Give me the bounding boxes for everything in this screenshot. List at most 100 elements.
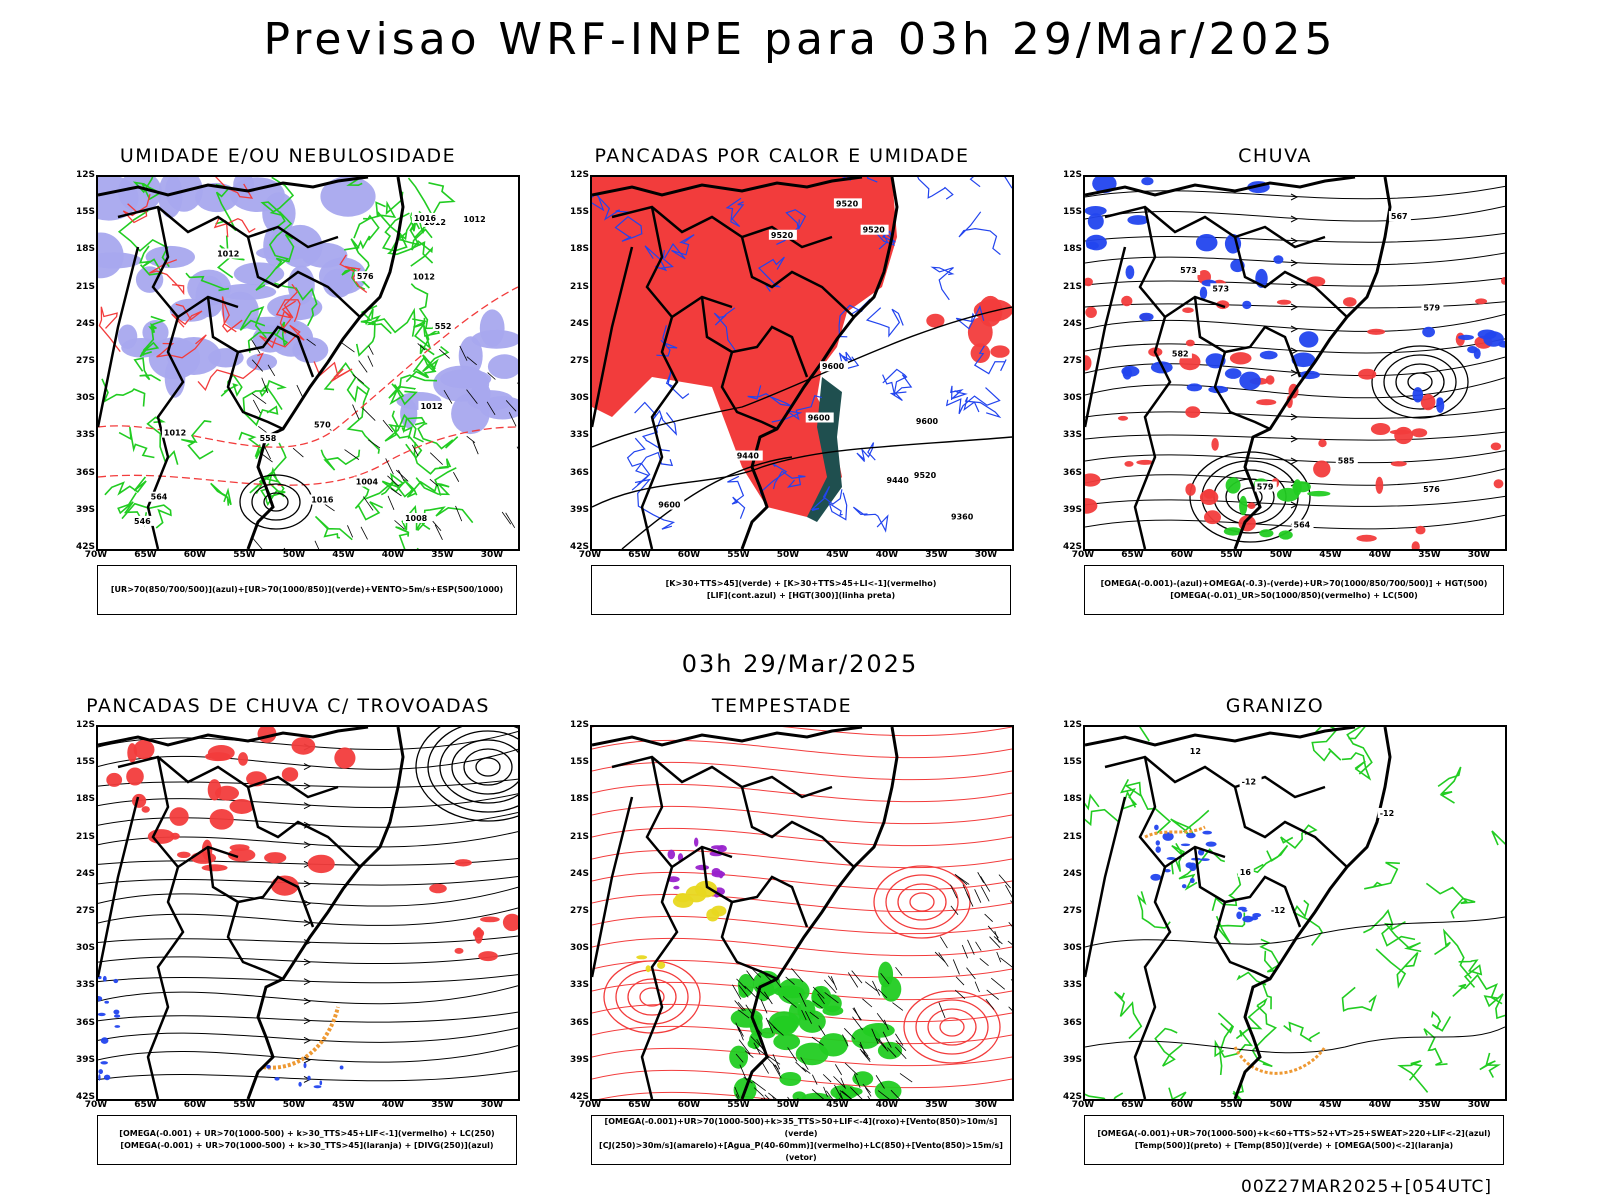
lat-tick-label: 30S <box>75 943 95 954</box>
lat-tick-label: 33S <box>75 430 95 441</box>
panel-pancadas-calor: PANCADAS POR CALOR E UMIDADE 12S 15S 18S 21… <box>567 145 1014 635</box>
svg-text:9600: 9600 <box>658 501 681 510</box>
lat-tick-label: 30S <box>1062 393 1082 404</box>
lon-tick-label: 45W <box>1319 550 1342 560</box>
lat-tick-label: 36S <box>1062 1017 1082 1028</box>
lat-tick-label: 18S <box>1062 244 1082 255</box>
lat-tick-label: 42S <box>75 542 95 552</box>
lat-tick-label: 21S <box>75 281 95 292</box>
forecast-map: 1012101210121012101210161016100810041012… <box>96 175 520 551</box>
contour-label: 576 <box>1421 484 1444 495</box>
svg-text:564: 564 <box>151 493 168 502</box>
contour-label: 9520 <box>833 198 862 209</box>
lat-tick-label: 24S <box>569 868 589 879</box>
lon-tick-label: 70W <box>578 1100 602 1110</box>
lat-tick-label: 42S <box>569 542 589 552</box>
lon-tick-label: 65W <box>134 1100 157 1110</box>
lon-tick-label: 60W <box>183 550 207 560</box>
svg-text:12: 12 <box>1190 747 1201 756</box>
lat-tick-label: 15S <box>1062 757 1082 768</box>
lon-tick-label: 60W <box>677 1100 701 1110</box>
legend-line: [OMEGA(-0.001) + UR>70(1000-500) + k>30_… <box>119 1129 495 1138</box>
contour-label: 1012 <box>161 427 190 438</box>
svg-text:582: 582 <box>1172 349 1189 358</box>
legend-line: [OMEGA(-0.001)+UR>70(1000-500)+k<60+TTS>… <box>1097 1129 1491 1138</box>
lon-tick-label: 55W <box>233 550 256 560</box>
contour-label: 573 <box>1178 264 1201 275</box>
lat-tick-label: 39S <box>75 504 95 515</box>
lon-tick-label: 50W <box>776 550 800 560</box>
svg-text:16: 16 <box>1240 868 1252 877</box>
lon-tick-label: 70W <box>578 550 602 560</box>
map-canvas: 1012101210121012101210161016100810041012… <box>98 177 518 549</box>
contour-label: 582 <box>1169 348 1192 359</box>
forecast-map: -12 -12 -12 12 16 <box>1083 725 1507 1101</box>
legend-line: [OMEGA(-0.01)_UR>50(1000/850)(vermelho) … <box>1170 591 1418 600</box>
svg-text:1012: 1012 <box>463 215 485 224</box>
longitude-axis: 70W 65W 60W 55W 50W 45W 40W 35W 30W <box>1072 550 1507 562</box>
contour-label: -12 <box>1268 905 1291 916</box>
lat-tick-label: 12S <box>1062 170 1082 180</box>
legend-line: [Temp(500)](preto) + [Temp(850)](verde) … <box>1134 1141 1454 1150</box>
svg-text:9520: 9520 <box>914 471 937 480</box>
contour-label: 9360 <box>949 511 978 522</box>
lat-tick-label: 18S <box>1062 794 1082 805</box>
svg-text:9440: 9440 <box>887 476 910 485</box>
latitude-axis: 12S 15S 18S 21S 24S 27S 30S 33S 36S 39S 42S <box>1060 720 1082 1102</box>
lon-tick-label: 55W <box>1220 1100 1243 1110</box>
lat-tick-label: 24S <box>75 318 95 329</box>
lat-tick-label: 24S <box>75 868 95 879</box>
lon-tick-label: 65W <box>628 550 651 560</box>
lat-tick-label: 27S <box>569 356 589 366</box>
main-title: Previsao WRF-INPE para 03h 29/Mar/2025 <box>263 14 1337 65</box>
legend-line: [UR>70(850/700/500)](azul)+[UR>70(1000/8… <box>110 585 504 594</box>
contour-label: -12 <box>1377 807 1400 818</box>
lat-tick-label: 30S <box>1062 943 1082 954</box>
panel-legend: [UR>70(850/700/500)](azul)+[UR>70(1000/8… <box>97 565 517 615</box>
panel-legend: [OMEGA(-0.001) + UR>70(1000-500) + k>30_… <box>97 1115 517 1165</box>
lon-tick-label: 65W <box>1121 1100 1144 1110</box>
contour-label: 558 <box>257 433 280 444</box>
svg-text:585: 585 <box>1338 456 1355 465</box>
contour-label: 585 <box>1335 455 1358 466</box>
lat-tick-label: 12S <box>569 170 589 180</box>
panel-legend: [OMEGA(-0.001)+UR>70(1000-500)+k>35_TTS>… <box>591 1115 1011 1165</box>
lat-tick-label: 24S <box>1062 868 1082 879</box>
contour-label: 1004 <box>353 476 382 487</box>
contour-label: 9520 <box>911 469 940 480</box>
contour-label: 9520 <box>860 224 889 235</box>
lat-tick-label: 39S <box>1062 1054 1082 1065</box>
forecast-map: 585 582 579 579 576 573 573 567 564 <box>1083 175 1507 551</box>
panel-legend: [K>30+TTS>45](verde) + [K>30+TTS>45+LI<-… <box>591 565 1011 615</box>
lat-tick-label: 39S <box>75 1054 95 1065</box>
panel-title: GRANIZO <box>1225 695 1325 717</box>
svg-text:-12: -12 <box>1271 906 1285 915</box>
panel-trovoadas: PANCADAS DE CHUVA C/ TROVOADAS 12S 15S 18S… <box>73 695 520 1185</box>
svg-text:9600: 9600 <box>808 413 831 422</box>
panel-legend: [OMEGA(-0.001)+UR>70(1000-500)+k<60+TTS>… <box>1084 1115 1504 1165</box>
lat-tick-label: 27S <box>75 356 95 366</box>
lat-tick-label: 30S <box>569 393 589 404</box>
lon-tick-label: 60W <box>1170 1100 1194 1110</box>
lat-tick-label: 12S <box>1062 720 1082 730</box>
contour-label: 570 <box>311 419 334 430</box>
lon-tick-label: 70W <box>84 1100 108 1110</box>
lon-tick-label: 60W <box>677 550 701 560</box>
lon-tick-label: 40W <box>381 1100 405 1110</box>
svg-text:546: 546 <box>134 517 151 526</box>
lat-tick-label: 36S <box>569 1017 589 1028</box>
lat-tick-label: 33S <box>569 430 589 441</box>
lat-tick-label: 30S <box>75 393 95 404</box>
legend-line: [OMEGA(-0.001)-(azul)+OMEGA(-0.3)-(verde… <box>1100 579 1488 588</box>
contour-label: 1016 <box>309 494 338 505</box>
svg-text:1004: 1004 <box>356 478 379 487</box>
lon-tick-label: 70W <box>84 550 108 560</box>
lat-tick-label: 27S <box>1062 356 1082 366</box>
svg-text:9360: 9360 <box>951 513 974 522</box>
svg-text:558: 558 <box>260 434 277 443</box>
lon-tick-label: 50W <box>282 1100 306 1110</box>
contour-label: 1012 <box>410 271 439 282</box>
lat-tick-label: 21S <box>569 281 589 292</box>
svg-text:1008: 1008 <box>405 514 428 523</box>
svg-text:1012: 1012 <box>217 249 239 258</box>
